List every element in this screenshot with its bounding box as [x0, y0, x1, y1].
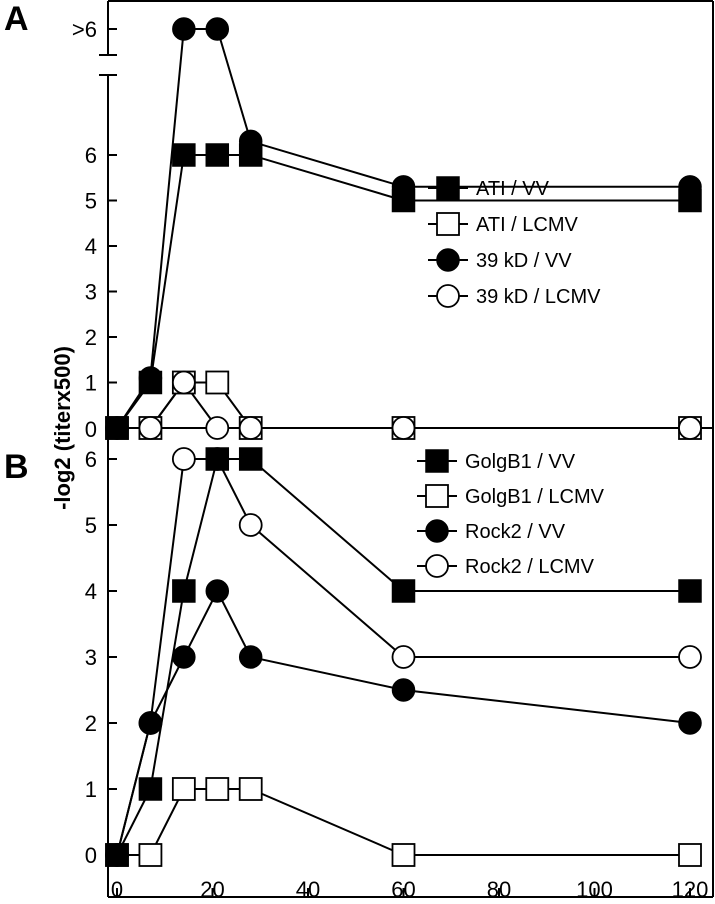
- legend-marker-b-0: [425, 449, 449, 473]
- legend-marker-a-2: [436, 248, 460, 272]
- y-tick-label-a-4: 4: [85, 234, 97, 259]
- point-a-0-21: [205, 143, 230, 167]
- legend-marker-b-3: [425, 554, 449, 578]
- y-axis-label: -log2 (titerx500): [50, 346, 75, 510]
- point-a-0-14: [172, 143, 196, 167]
- legend-marker-b-2: [425, 519, 449, 543]
- y-tick-label-b-0: 0: [85, 843, 97, 868]
- point-a-1-21: [205, 370, 230, 395]
- y-tick-label-a-0: 0: [85, 417, 97, 442]
- y-tick-label-a-5: 5: [85, 189, 97, 214]
- point-a-3-120: [678, 416, 702, 440]
- point-b-2-60: [391, 678, 416, 702]
- y-tick-label-a-break: >6: [72, 17, 97, 42]
- point-b-1-28: [238, 777, 263, 801]
- point-a-3-60: [391, 416, 416, 440]
- panel-b-label: B: [4, 448, 29, 486]
- point-a-2-60: [391, 175, 416, 199]
- y-tick-label-b-3: 3: [85, 645, 97, 670]
- point-b-1-60: [391, 843, 416, 867]
- point-a-3-14: [171, 370, 196, 395]
- y-tick-label-b-6: 6: [85, 447, 97, 472]
- legend-label-b-3: Rock2 / LCMV: [465, 556, 595, 578]
- point-a-2-14: [172, 17, 196, 41]
- legend-label-a-3: 39 kD / LCMV: [476, 286, 601, 308]
- legend-marker-a-0: [436, 176, 460, 200]
- point-b-1-120: [678, 843, 702, 867]
- x-tick-label-120: 120: [672, 877, 709, 899]
- legend-label-a-2: 39 kD / VV: [476, 250, 572, 272]
- x-tick-label-0: 0: [111, 877, 123, 899]
- point-b-2-28: [238, 645, 263, 669]
- y-tick-label-b-4: 4: [85, 579, 97, 604]
- y-tick-label-a-6: 6: [85, 143, 97, 168]
- point-b-2-7: [138, 711, 163, 735]
- series-line-a-2: [116, 28, 690, 429]
- legend-marker-b-1: [425, 484, 449, 508]
- legend-label-a-0: ATI / VV: [476, 178, 550, 200]
- x-tick-label-80: 80: [487, 877, 511, 899]
- point-b-2-14: [172, 645, 196, 669]
- point-a-3-28: [238, 416, 263, 440]
- point-b-0-28: [238, 447, 263, 471]
- x-tick-label-60: 60: [391, 877, 415, 899]
- panel-a-label: A: [4, 0, 29, 38]
- y-tick-label-a-2: 2: [85, 325, 97, 350]
- x-tick-label-100: 100: [576, 877, 613, 899]
- x-tick-label-40: 40: [296, 877, 320, 899]
- y-tick-label-b-5: 5: [85, 513, 97, 538]
- legend-label-a-1: ATI / LCMV: [476, 214, 579, 236]
- legend-label-b-1: GolgB1 / LCMV: [465, 486, 605, 508]
- x-tick-label-20: 20: [200, 877, 224, 899]
- point-b-1-21: [205, 777, 230, 801]
- legend-label-b-0: GolgB1 / VV: [465, 451, 576, 473]
- point-b-0-21: [205, 447, 230, 471]
- series-line-b-2: [116, 588, 691, 856]
- y-tick-label-a-1: 1: [85, 371, 97, 396]
- point-a-2-120: [678, 175, 702, 199]
- y-tick-label-b-2: 2: [85, 711, 97, 736]
- legend-marker-a-1: [436, 212, 460, 236]
- point-b-2-21: [205, 579, 230, 603]
- point-b-3-14: [171, 447, 196, 471]
- point-a-2-7: [138, 366, 163, 390]
- point-a-2-28: [238, 129, 263, 154]
- point-a-3-21: [205, 416, 230, 440]
- point-b-0-120: [678, 579, 702, 603]
- point-b-0-7: [138, 777, 163, 801]
- point-b-2-120: [678, 711, 702, 735]
- point-b-0-14: [172, 579, 196, 603]
- point-a-2-21: [205, 17, 230, 41]
- point-a-2-0: [105, 416, 129, 440]
- point-b-3-60: [391, 645, 416, 669]
- point-b-1-14: [171, 777, 196, 801]
- y-tick-label-b-1: 1: [85, 777, 97, 802]
- point-b-1-7: [138, 843, 163, 867]
- point-a-3-7: [138, 416, 163, 440]
- point-b-0-60: [391, 579, 416, 603]
- point-b-2-0: [105, 843, 129, 867]
- legend-label-b-2: Rock2 / VV: [465, 521, 566, 543]
- point-b-3-120: [678, 645, 702, 669]
- point-b-3-28: [238, 513, 263, 537]
- legend-marker-a-3: [436, 284, 460, 308]
- y-tick-label-a-3: 3: [85, 280, 97, 305]
- axis-break-gap: [109, 56, 709, 74]
